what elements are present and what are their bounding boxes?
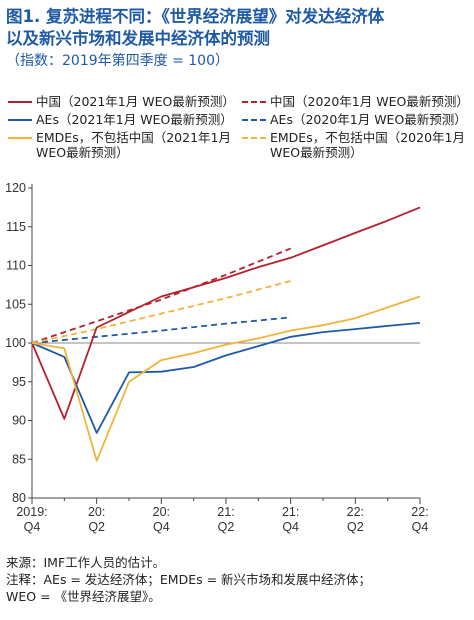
x-tick-label: Q2 bbox=[218, 520, 235, 534]
legend-label-aes-2021: AEs（2021年1月 WEO最新预测） bbox=[36, 112, 233, 127]
x-tick-label: Q4 bbox=[282, 520, 299, 534]
x-tick-label: Q4 bbox=[412, 520, 429, 534]
x-tick-label: Q2 bbox=[347, 520, 364, 534]
title-line-2: 以及新兴市场和发展中经济体的预测 bbox=[6, 29, 270, 48]
y-tick-label: 100 bbox=[5, 336, 26, 350]
x-tick-label: 20: bbox=[88, 505, 105, 519]
x-tick-label: 22: bbox=[347, 505, 364, 519]
x-tick-label: 21: bbox=[217, 505, 234, 519]
series-line-emdes-2020 bbox=[31, 280, 291, 344]
series-group bbox=[31, 206, 421, 462]
source-note: 来源：IMF工作人员的估计。 bbox=[6, 555, 166, 570]
x-tick-label: Q4 bbox=[24, 520, 41, 534]
legend-swatch-china-2021 bbox=[8, 101, 32, 103]
legend-label-emdes-2021-line2: WEO最新预测） bbox=[36, 145, 129, 160]
y-tick-label: 120 bbox=[5, 181, 26, 195]
y-axis: 80 85 90 95 100 105 110 115 120 bbox=[5, 181, 33, 505]
series-line-aes-2021 bbox=[31, 322, 421, 434]
legend-label-emdes-2021: EMDEs，不包括中国（2021年1月 WEO最新预测） bbox=[36, 130, 231, 160]
legend-item-china-2021: 中国（2021年1月 WEO最新预测） bbox=[8, 94, 235, 109]
legend-label-emdes-2021-line1: EMDEs，不包括中国（2021年1月 bbox=[36, 130, 231, 145]
legend-swatch-aes-2021 bbox=[8, 119, 32, 121]
chart-title: 图1. 复苏进程不同：《世界经济展望》对发达经济体 以及新兴市场和发展中经济体的… bbox=[6, 6, 470, 72]
legend-item-emdes-2020: EMDEs，不包括中国（2020年1月 WEO最新预测） bbox=[242, 130, 465, 160]
y-tick-label: 85 bbox=[12, 452, 26, 466]
legend-label-china-2020: 中国（2020年1月 WEO最新预测） bbox=[270, 94, 469, 109]
series-line-china-2021 bbox=[31, 206, 421, 420]
legend-label-aes-2020: AEs（2020年1月 WEO最新预测） bbox=[270, 112, 467, 127]
x-tick-label: 2019: bbox=[16, 505, 47, 519]
chart-notes: 来源：IMF工作人员的估计。 注释：AEs = 发达经济体；EMDEs = 新兴… bbox=[6, 554, 470, 605]
y-tick-label: 80 bbox=[12, 491, 26, 505]
legend-item-emdes-2021: EMDEs，不包括中国（2021年1月 WEO最新预测） bbox=[8, 130, 231, 160]
abbrev-note-2: WEO = 《世界经济展望》。 bbox=[6, 589, 161, 604]
series-line-aes-2020 bbox=[31, 316, 291, 344]
abbrev-note-1: 注释：AEs = 发达经济体；EMDEs = 新兴市场和发展中经济体； bbox=[6, 572, 372, 587]
y-tick-label: 115 bbox=[6, 220, 26, 234]
x-tick-label: Q4 bbox=[153, 520, 170, 534]
legend-label-emdes-2020: EMDEs，不包括中国（2020年1月 WEO最新预测） bbox=[270, 130, 465, 160]
legend-item-aes-2020: AEs（2020年1月 WEO最新预测） bbox=[242, 112, 467, 127]
series-line-china-2020 bbox=[31, 247, 292, 344]
series-line-emdes-2021 bbox=[31, 295, 421, 462]
y-tick-label: 95 bbox=[12, 375, 26, 389]
y-tick-label: 110 bbox=[6, 259, 26, 273]
x-tick-label: 22: bbox=[411, 505, 428, 519]
legend-swatch-aes-2020 bbox=[242, 119, 266, 121]
y-tick-label: 105 bbox=[5, 297, 26, 311]
legend-item-china-2020: 中国（2020年1月 WEO最新预测） bbox=[242, 94, 469, 109]
title-line-1: 图1. 复苏进程不同：《世界经济展望》对发达经济体 bbox=[6, 7, 385, 26]
legend-item-aes-2021: AEs（2021年1月 WEO最新预测） bbox=[8, 112, 233, 127]
x-tick-label: 21: bbox=[282, 505, 299, 519]
legend-label-china-2021: 中国（2021年1月 WEO最新预测） bbox=[36, 94, 235, 109]
chart-subtitle: （指数：2019年第四季度 = 100） bbox=[6, 53, 229, 69]
x-tick-label: 20: bbox=[153, 505, 170, 519]
legend-label-emdes-2020-line1: EMDEs，不包括中国（2020年1月 bbox=[270, 130, 465, 145]
y-tick-label: 90 bbox=[12, 414, 26, 428]
legend-swatch-emdes-2021 bbox=[8, 137, 32, 139]
x-tick-label: Q2 bbox=[88, 520, 105, 534]
chart-legend: 中国（2021年1月 WEO最新预测） AEs（2021年1月 WEO最新预测）… bbox=[8, 90, 472, 170]
legend-swatch-emdes-2020 bbox=[242, 137, 266, 139]
legend-label-emdes-2020-line2: WEO最新预测） bbox=[270, 145, 363, 160]
legend-swatch-china-2020 bbox=[242, 101, 266, 103]
